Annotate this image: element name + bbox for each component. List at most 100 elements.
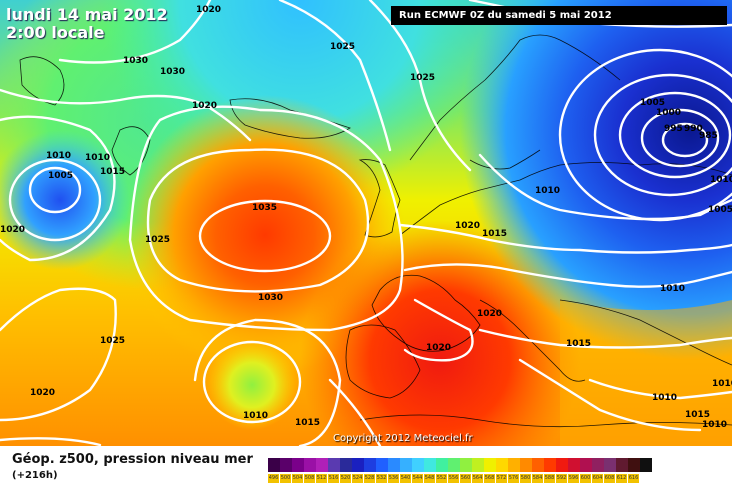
scale-swatch <box>364 458 376 472</box>
isobar-label: 1025 <box>330 42 355 52</box>
scale-tick-label: 496 <box>268 474 280 483</box>
scale-tick-label: 508 <box>304 474 316 483</box>
scale-swatch <box>520 458 532 472</box>
copyright-notice: Copyright 2012 Meteociel.fr <box>333 433 473 444</box>
scale-swatch <box>508 458 520 472</box>
isobar-label: 1000 <box>656 108 681 118</box>
scale-swatch <box>352 458 364 472</box>
isobar-labels: 1020 1025 1030 1030 1020 1010 1010 1005 … <box>0 5 732 430</box>
pressure-map: 1020 1025 1030 1030 1020 1010 1010 1005 … <box>0 0 732 446</box>
scale-tick-label: 524 <box>352 474 364 483</box>
scale-swatch <box>580 458 592 472</box>
scale-tick-label: 552 <box>436 474 448 483</box>
map-parameter-title: Géop. z500, pression niveau mer <box>12 452 253 467</box>
forecast-time: 2:00 locale <box>6 23 105 42</box>
isobar-label: 1020 <box>0 225 25 235</box>
isobar-label: 1010 <box>652 393 677 403</box>
scale-tick-label: 536 <box>388 474 400 483</box>
isobar-label: 1025 <box>410 73 435 83</box>
isobars <box>0 0 732 446</box>
scale-tick-label: 560 <box>460 474 472 483</box>
isobar-label: 1005 <box>708 205 732 215</box>
scale-swatch <box>292 458 304 472</box>
isobar-label: 1020 <box>30 388 55 398</box>
isobar-label: 1010 <box>660 284 685 294</box>
scale-tick-label: 580 <box>520 474 532 483</box>
scale-swatch <box>328 458 340 472</box>
isobar-label: 990 <box>684 124 703 134</box>
scale-swatch <box>448 458 460 472</box>
scale-tick-label: 608 <box>604 474 616 483</box>
scale-tick-label: 520 <box>340 474 352 483</box>
scale-swatch <box>268 458 280 472</box>
color-scale <box>268 458 652 472</box>
scale-swatch <box>592 458 604 472</box>
scale-swatch <box>568 458 580 472</box>
scale-tick-label: 528 <box>364 474 376 483</box>
coastlines <box>19 34 732 428</box>
scale-swatch <box>412 458 424 472</box>
scale-swatch <box>532 458 544 472</box>
isobar-label: 1030 <box>123 56 148 66</box>
isobar-label: 1010 <box>702 420 727 430</box>
isobar-label: 1020 <box>192 101 217 111</box>
scale-tick-label: 592 <box>556 474 568 483</box>
scale-tick-label: 556 <box>448 474 460 483</box>
scale-swatch <box>400 458 412 472</box>
isobar-label: 1020 <box>455 221 480 231</box>
color-scale-ticks: 496 500 504 508 512 516 520 524 528 532 536 540 544 5… <box>268 474 640 483</box>
scale-swatch <box>460 458 472 472</box>
scale-tick-label: 548 <box>424 474 436 483</box>
scale-swatch <box>484 458 496 472</box>
isobar-label: 1035 <box>252 203 277 213</box>
isobar-label: 1030 <box>160 67 185 77</box>
model-run-label: Run ECMWF 0Z du samedi 5 mai 2012 <box>391 6 727 25</box>
isobar-label: 1015 <box>685 410 710 420</box>
scale-swatch <box>436 458 448 472</box>
isobar-label: 1015 <box>295 418 320 428</box>
scale-swatch <box>388 458 400 472</box>
isobar-label: 1010 <box>243 411 268 421</box>
scale-tick-label: 588 <box>544 474 556 483</box>
isobar-label: 1010 <box>535 186 560 196</box>
scale-swatch <box>376 458 388 472</box>
scale-swatch <box>304 458 316 472</box>
scale-swatch <box>472 458 484 472</box>
scale-tick-label: 576 <box>508 474 520 483</box>
legend-footer: Géop. z500, pression niveau mer (+216h) … <box>0 446 732 488</box>
isobar-label: 1020 <box>477 309 502 319</box>
isobar-label: 1030 <box>258 293 283 303</box>
isobar-label: 1010 <box>710 175 732 185</box>
isobar-label: 1015 <box>100 167 125 177</box>
scale-tick-label: 500 <box>280 474 292 483</box>
scale-swatch <box>424 458 436 472</box>
isobar-label: 1005 <box>640 98 665 108</box>
scale-tick-label: 596 <box>568 474 580 483</box>
isobar-label: 1010 <box>712 379 732 389</box>
scale-swatch <box>340 458 352 472</box>
scale-tick-label: 616 <box>628 474 640 483</box>
forecast-lead-time: (+216h) <box>12 470 58 481</box>
scale-tick-label: 612 <box>616 474 628 483</box>
scale-swatch <box>496 458 508 472</box>
isobar-label: 1010 <box>46 151 71 161</box>
scale-swatch <box>316 458 328 472</box>
forecast-date: lundi 14 mai 2012 <box>6 5 168 24</box>
isobar-label: 1025 <box>145 235 170 245</box>
isobar-label: 1015 <box>566 339 591 349</box>
scale-tick-label: 532 <box>376 474 388 483</box>
scale-swatch <box>544 458 556 472</box>
isobar-label: 985 <box>699 131 718 141</box>
scale-tick-label: 564 <box>472 474 484 483</box>
isobar-label: 1020 <box>196 5 221 15</box>
scale-tick-label: 584 <box>532 474 544 483</box>
scale-swatch <box>280 458 292 472</box>
isobar-label: 995 <box>664 124 683 134</box>
isobar-label: 1010 <box>85 153 110 163</box>
isobar-label: 1020 <box>426 343 451 353</box>
scale-tick-label: 512 <box>316 474 328 483</box>
scale-swatch <box>640 458 652 472</box>
scale-tick-label: 600 <box>580 474 592 483</box>
scale-tick-label: 604 <box>592 474 604 483</box>
